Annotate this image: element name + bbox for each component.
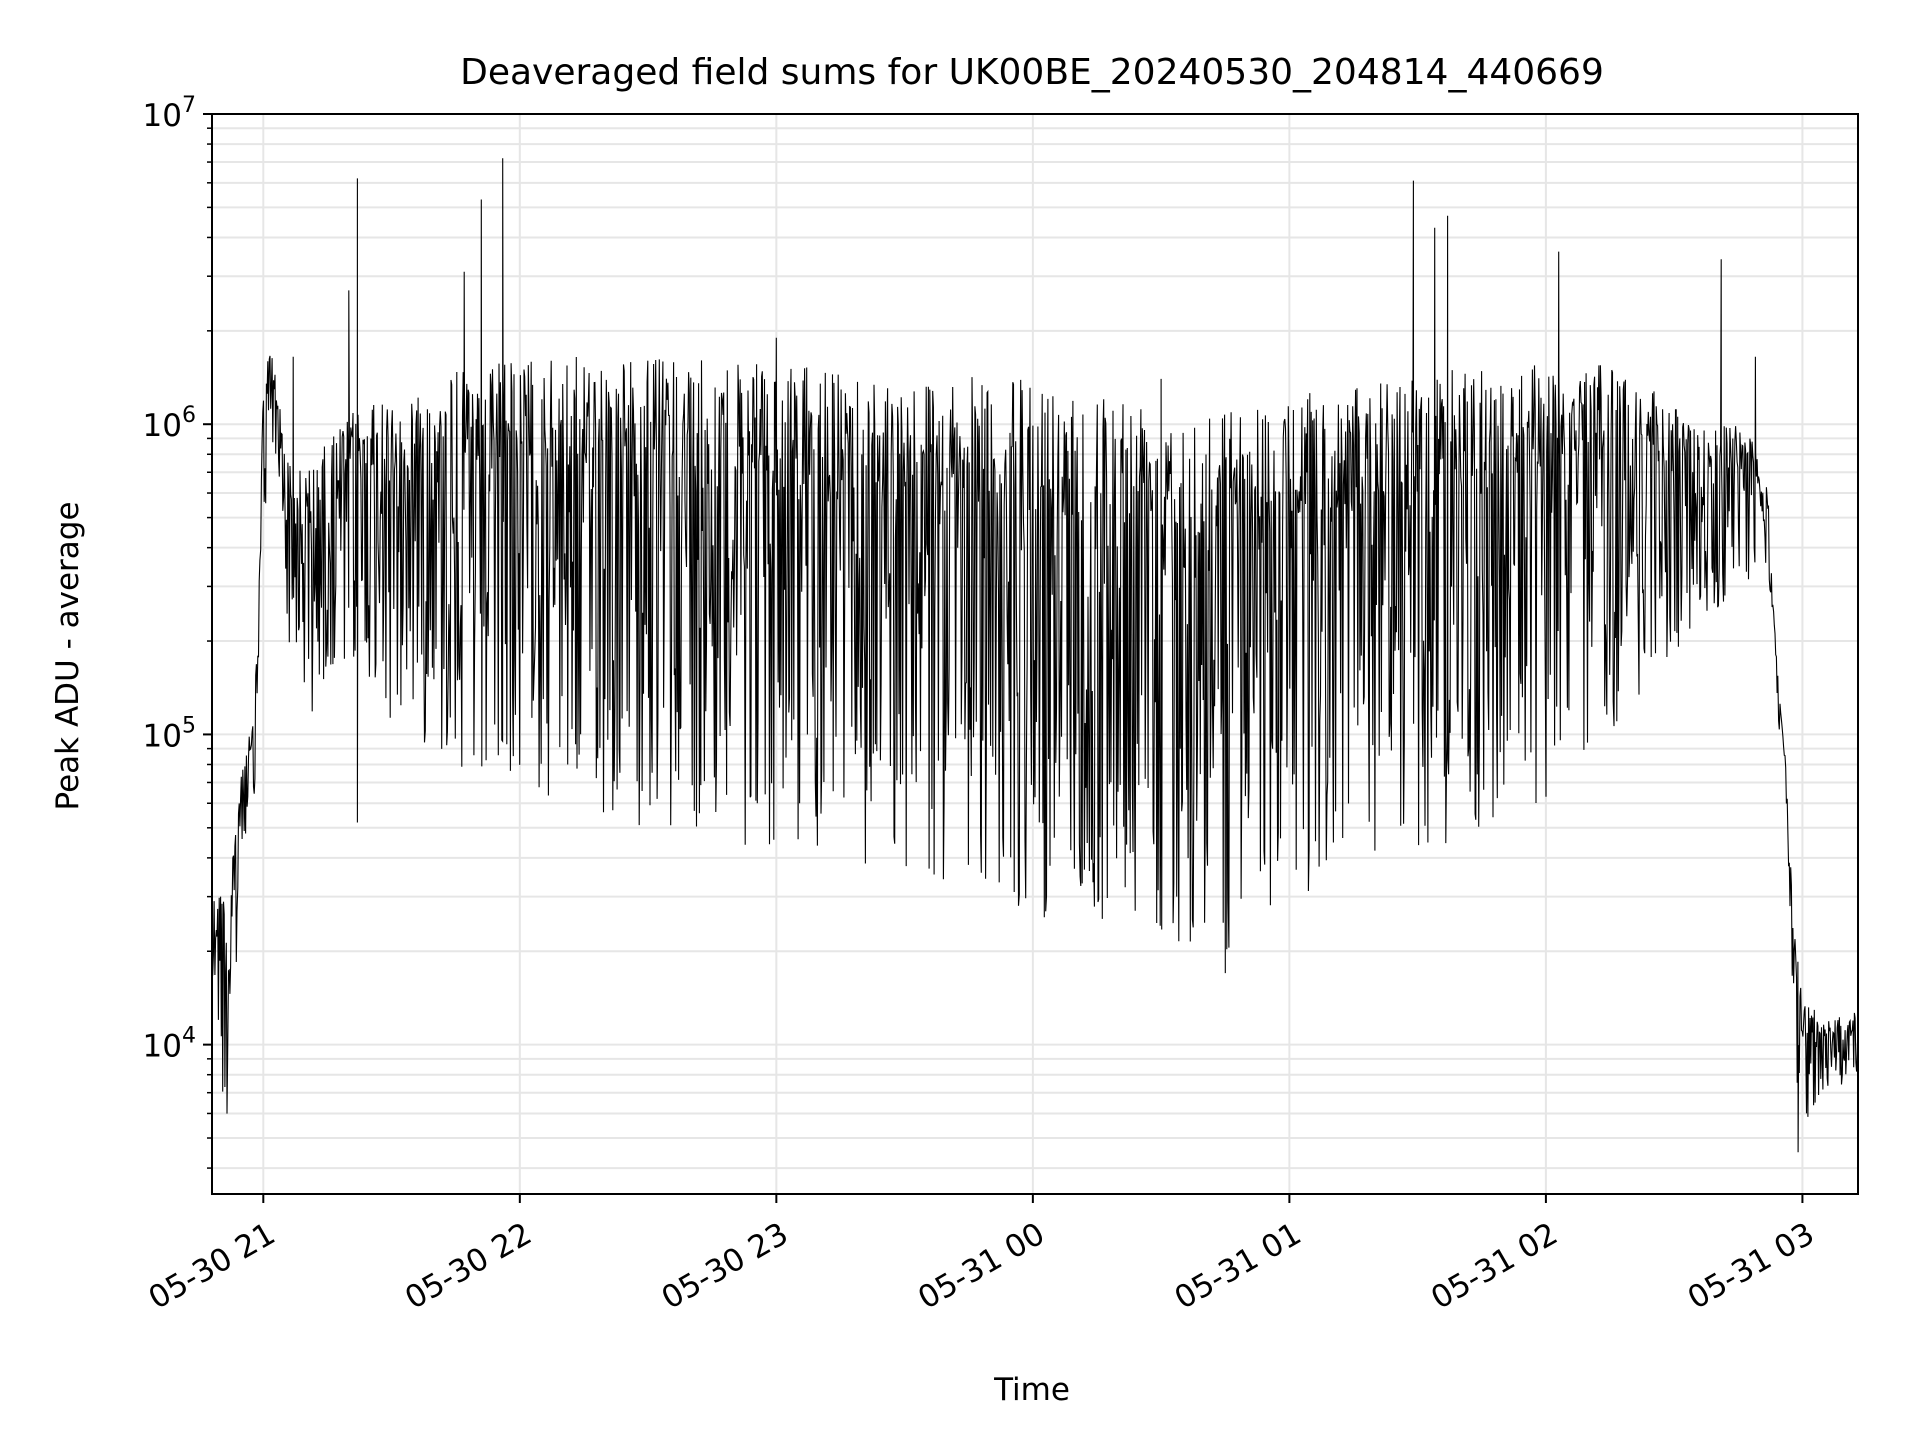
plot-area [211, 158, 1859, 1153]
plot-frame [211, 113, 1859, 1195]
x-axis-label: Time [993, 1372, 1070, 1408]
y-tick-label: 106 [143, 403, 196, 444]
y-tick-label: 105 [143, 713, 196, 754]
series-line [211, 158, 1859, 1153]
y-axis-label: Peak ADU - average [50, 501, 86, 810]
y-tick-label: 104 [143, 1024, 196, 1065]
y-tick-label: 107 [143, 93, 196, 134]
y-axis: 104 105 106 107 [143, 93, 212, 1169]
chart-title: Deaveraged field sums for UK00BE_2024053… [460, 52, 1604, 93]
